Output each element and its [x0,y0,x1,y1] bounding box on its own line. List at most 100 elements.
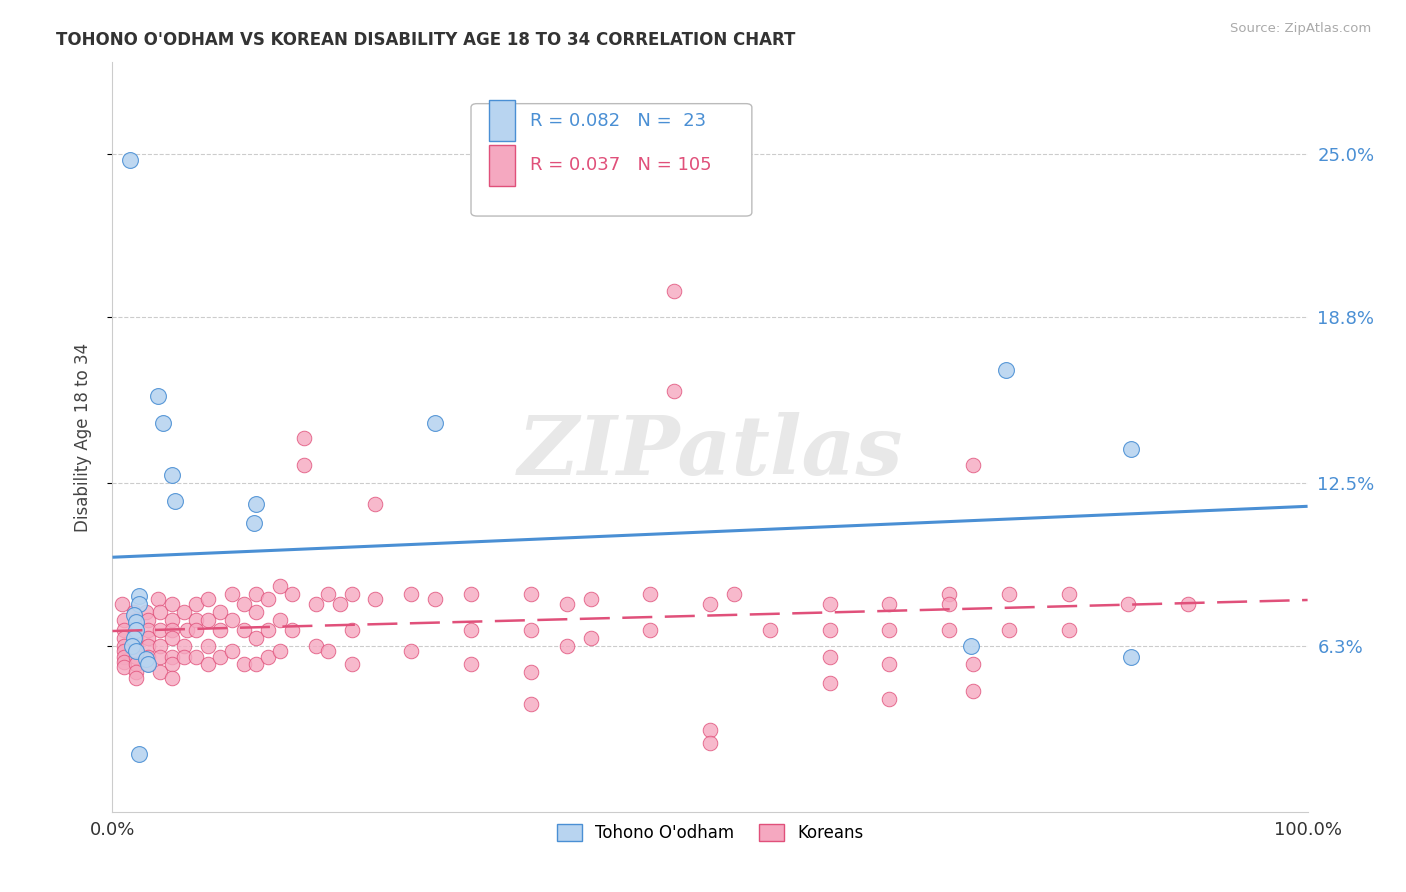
Point [197,613,219,627]
Point [425,591,447,606]
Point [122,605,145,619]
Point [125,624,148,638]
Point [162,631,183,645]
Point [269,644,291,658]
Point [257,624,280,638]
Bar [489,145,515,186]
Point [242,516,264,530]
Point [1057,624,1080,638]
Point [340,657,363,672]
Point [114,639,135,653]
Point [162,468,183,483]
Point [640,586,662,600]
Point [149,665,172,680]
Point [125,613,148,627]
Point [305,639,328,653]
Legend: Tohono O'odham, Koreans: Tohono O'odham, Koreans [550,817,870,848]
Point [962,683,984,698]
Point [114,660,135,674]
Point [146,591,169,606]
Point [163,494,186,508]
FancyBboxPatch shape [471,103,752,216]
Point [329,597,352,611]
Point [998,586,1021,600]
Point [245,631,267,645]
Point [221,586,243,600]
Point [520,586,543,600]
Point [197,591,219,606]
Point [146,389,169,403]
Point [173,639,195,653]
Point [998,624,1021,638]
Point [186,649,208,664]
Point [364,497,387,511]
Point [135,605,157,619]
Point [938,624,960,638]
Point [120,153,142,167]
Point [186,624,208,638]
Point [114,649,135,664]
Point [460,586,482,600]
Point [699,597,721,611]
Point [938,597,960,611]
Text: Source: ZipAtlas.com: Source: ZipAtlas.com [1230,22,1371,36]
Point [111,597,134,611]
Point [152,416,174,430]
Point [245,586,267,600]
Point [879,691,901,706]
Point [1119,649,1142,664]
Point [699,723,721,738]
Text: TOHONO O'ODHAM VS KOREAN DISABILITY AGE 18 TO 34 CORRELATION CHART: TOHONO O'ODHAM VS KOREAN DISABILITY AGE … [56,31,796,49]
Point [664,384,686,398]
Point [340,624,363,638]
Point [209,605,232,619]
Point [818,597,841,611]
Point [209,624,232,638]
Point [520,697,543,711]
Point [401,586,423,600]
Point [640,624,662,638]
Point [209,649,232,664]
Point [162,613,183,627]
Text: R = 0.037   N = 105: R = 0.037 N = 105 [530,156,711,175]
Point [723,586,745,600]
Point [269,613,291,627]
Point [340,586,363,600]
Point [962,657,984,672]
Point [197,657,219,672]
Point [962,458,984,472]
Point [879,657,901,672]
Point [138,649,160,664]
Point [699,736,721,750]
Point [818,676,841,690]
Point [245,605,267,619]
Point [149,605,172,619]
Point [959,639,981,653]
Point [128,597,150,611]
Point [135,652,157,666]
Point [162,649,183,664]
Point [186,613,208,627]
Text: R = 0.082   N =  23: R = 0.082 N = 23 [530,112,706,129]
Point [122,631,145,645]
Point [233,657,256,672]
Point [1119,442,1142,456]
Y-axis label: Disability Age 18 to 34: Disability Age 18 to 34 [73,343,91,532]
Point [138,657,160,672]
Point [995,363,1018,377]
Point [818,649,841,664]
Point [1177,597,1199,611]
Point [292,458,315,472]
Point [162,657,183,672]
Point [162,597,183,611]
Point [460,657,482,672]
Point [233,624,256,638]
Point [197,639,219,653]
Point [221,613,243,627]
Point [121,639,143,653]
Point [162,624,183,638]
Point [114,613,135,627]
Point [114,631,135,645]
Point [114,624,135,638]
Point [173,605,195,619]
